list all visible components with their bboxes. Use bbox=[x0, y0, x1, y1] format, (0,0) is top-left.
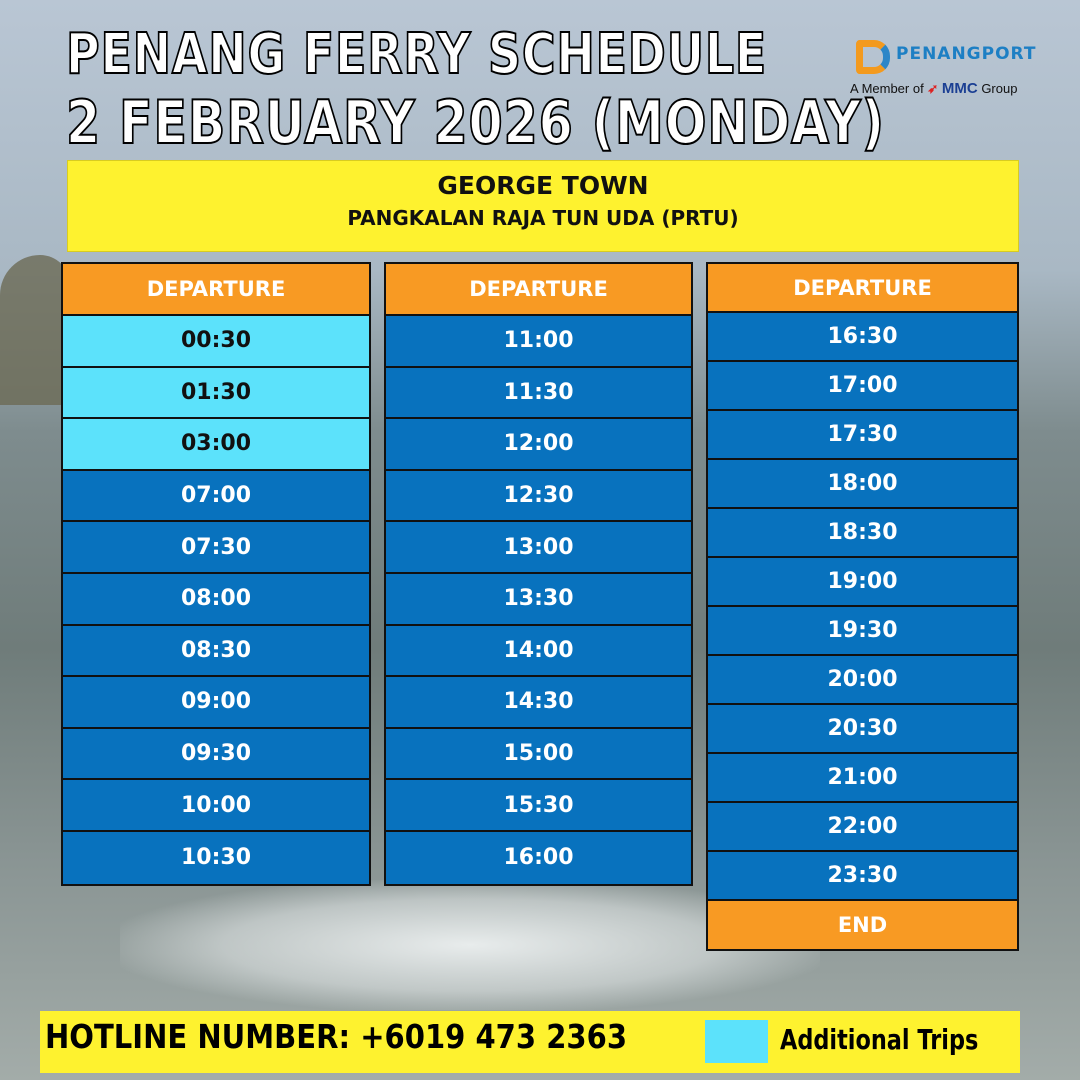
departure-time: 12:00 bbox=[386, 419, 691, 471]
penangport-logo: PENANGPORT A Member of ➶ MMC Group bbox=[850, 40, 1065, 110]
departure-time: 16:00 bbox=[386, 831, 691, 884]
departure-time: 11:00 bbox=[386, 316, 691, 368]
departure-time: 12:30 bbox=[386, 470, 691, 523]
departure-time-additional: 01:30 bbox=[63, 367, 369, 420]
footer-bar: HOTLINE NUMBER: +6019 473 2363 Additiona… bbox=[40, 1011, 1020, 1073]
departure-time: 15:00 bbox=[386, 728, 691, 781]
column-header: DEPARTURE bbox=[63, 264, 369, 316]
end-marker: END bbox=[708, 901, 1017, 949]
departure-time: 19:30 bbox=[708, 607, 1017, 656]
departure-time: 11:30 bbox=[386, 367, 691, 420]
departure-time: 22:00 bbox=[708, 803, 1017, 852]
departure-column-2: DEPARTURE 11:00 11:30 12:00 12:30 13:00 13:30 1… bbox=[384, 262, 693, 886]
member-line: A Member of ➶ MMC Group bbox=[850, 80, 1017, 97]
column-header: DEPARTURE bbox=[708, 264, 1017, 313]
group-name: MMC bbox=[941, 80, 978, 97]
departure-time: 09:30 bbox=[63, 728, 369, 781]
departure-time: 17:00 bbox=[708, 362, 1017, 411]
departure-column-3: DEPARTURE 16:30 17:00 17:30 18:00 18:30 19:00 1… bbox=[706, 262, 1019, 951]
departure-time-additional: 03:00 bbox=[63, 419, 369, 471]
schedule-date: 2 FEBRUARY 2026 (MONDAY) bbox=[65, 87, 885, 159]
departure-time: 10:30 bbox=[63, 831, 369, 884]
terminal-banner: GEORGE TOWN PANGKALAN RAJA TUN UDA (PRTU… bbox=[67, 160, 1019, 252]
departure-time: 08:30 bbox=[63, 625, 369, 678]
terminal-city: GEORGE TOWN bbox=[437, 171, 649, 200]
departure-time: 23:30 bbox=[708, 852, 1017, 901]
additional-trips-swatch bbox=[705, 1020, 768, 1063]
terminal-name: PANGKALAN RAJA TUN UDA (PRTU) bbox=[347, 206, 739, 230]
background-island bbox=[0, 255, 70, 405]
departure-time: 15:30 bbox=[386, 780, 691, 832]
departure-time: 09:00 bbox=[63, 677, 369, 729]
background-wake bbox=[120, 880, 820, 1010]
penangport-mark-icon bbox=[856, 40, 890, 74]
departure-time: 18:00 bbox=[708, 460, 1017, 509]
departure-time: 18:30 bbox=[708, 509, 1017, 558]
departure-time: 20:00 bbox=[708, 656, 1017, 705]
departure-time: 20:30 bbox=[708, 705, 1017, 754]
departure-time: 13:30 bbox=[386, 573, 691, 626]
departure-time: 14:00 bbox=[386, 625, 691, 678]
departure-time: 21:00 bbox=[708, 754, 1017, 803]
logo-name: PENANGPORT bbox=[896, 44, 1037, 64]
member-prefix: A Member of bbox=[850, 81, 924, 96]
departure-time: 07:00 bbox=[63, 470, 369, 523]
departure-column-1: DEPARTURE 00:30 01:30 03:00 07:00 07:30 08:00 0… bbox=[61, 262, 371, 886]
page-title: PENANG FERRY SCHEDULE bbox=[65, 21, 768, 88]
hotline-number: HOTLINE NUMBER: +6019 473 2363 bbox=[45, 1017, 628, 1056]
departure-time: 19:00 bbox=[708, 558, 1017, 607]
column-header: DEPARTURE bbox=[386, 264, 691, 316]
departure-time: 16:30 bbox=[708, 313, 1017, 362]
departure-time: 08:00 bbox=[63, 573, 369, 626]
departure-time: 10:00 bbox=[63, 780, 369, 832]
departure-time: 07:30 bbox=[63, 522, 369, 574]
group-suffix: Group bbox=[981, 81, 1018, 96]
departure-time: 17:30 bbox=[708, 411, 1017, 460]
additional-trips-label: Additional Trips bbox=[780, 1023, 979, 1056]
departure-time: 14:30 bbox=[386, 677, 691, 729]
departure-time-additional: 00:30 bbox=[63, 316, 369, 368]
departure-time: 13:00 bbox=[386, 522, 691, 574]
mmc-logo-icon: ➶ bbox=[927, 81, 939, 96]
